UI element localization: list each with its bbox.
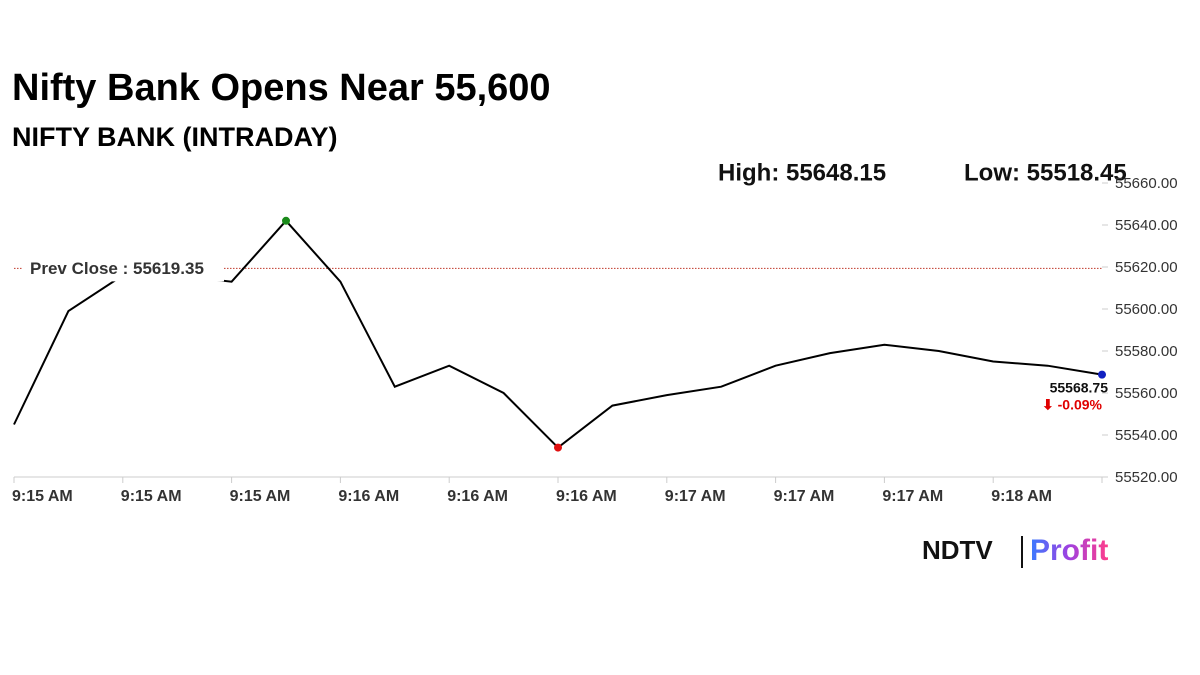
x-tick-label: 9:17 AM: [882, 488, 943, 505]
high-marker: [282, 216, 290, 225]
x-tick-label: 9:15 AM: [230, 488, 291, 505]
last-marker: [1098, 370, 1106, 379]
y-tick-label: 55520.00: [1115, 469, 1178, 486]
prev-close-label: Prev Close : 55619.35: [30, 259, 204, 278]
chart-title: Nifty Bank Opens Near 55,600: [12, 67, 551, 109]
prev-close-box: [22, 255, 224, 282]
y-tick-label: 55540.00: [1115, 427, 1178, 444]
high-text: High: 55648.15: [718, 159, 886, 186]
logo-product: Profit: [1030, 534, 1108, 567]
change-label: ⬇ -0.09%: [1042, 396, 1103, 412]
x-tick-label: 9:17 AM: [774, 488, 835, 505]
x-tick-label: 9:16 AM: [338, 488, 399, 505]
chart-subtitle: NIFTY BANK (INTRADAY): [12, 122, 338, 152]
low-marker: [554, 443, 562, 452]
last-value-label: 55568.75: [1050, 379, 1109, 395]
x-tick-label: 9:15 AM: [121, 488, 182, 505]
y-tick-label: 55640.00: [1115, 217, 1178, 234]
y-tick-label: 55660.00: [1115, 175, 1178, 192]
x-tick-label: 9:18 AM: [991, 488, 1052, 505]
y-tick-label: 55600.00: [1115, 301, 1178, 318]
x-tick-label: 9:17 AM: [665, 488, 726, 505]
logo-brand: NDTV: [922, 535, 993, 565]
x-tick-label: 9:16 AM: [556, 488, 617, 505]
x-tick-label: 9:16 AM: [447, 488, 508, 505]
x-tick-label: 9:15 AM: [12, 488, 73, 505]
y-tick-label: 55580.00: [1115, 343, 1178, 360]
low-text: Low: 55518.45: [964, 159, 1127, 186]
y-tick-label: 55560.00: [1115, 385, 1178, 402]
y-tick-label: 55620.00: [1115, 259, 1178, 276]
